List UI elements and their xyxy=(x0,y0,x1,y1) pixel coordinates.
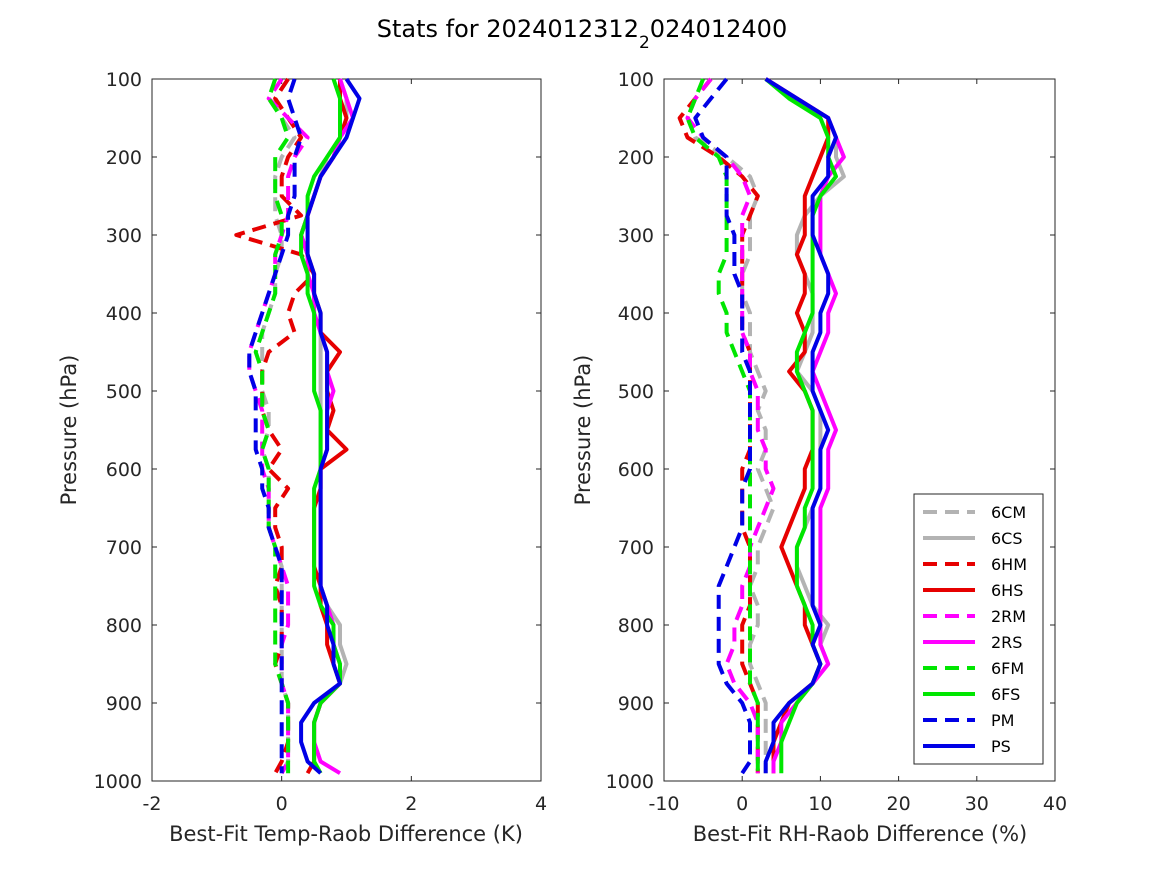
legend-label-6fm: 6FM xyxy=(991,659,1024,678)
temp-y-tick-label: 700 xyxy=(106,537,142,559)
rh-x-axis-label: Best-Fit RH-Raob Difference (%) xyxy=(693,822,1027,846)
legend: 6CM 6CS 6HM 6HS 2RM 2RS 6FM 6FS PM PS xyxy=(913,493,1044,765)
temp-ticks: -2 0 2 4 100 200 300 400 500 600 700 800 900 1000 xyxy=(94,69,547,815)
rh-y-tick-label: 100 xyxy=(618,69,654,91)
rh-series-layer xyxy=(677,77,846,775)
rh-y-tick-label: 200 xyxy=(618,147,654,169)
temp-series-2rm xyxy=(247,77,310,775)
rh-plot-area xyxy=(663,78,1056,782)
temp-x-tick-label: 0 xyxy=(276,793,288,815)
rh-ticks: -10 0 10 20 30 40 100 200 300 400 500 600 700 800 900 1… xyxy=(606,69,1067,815)
rh-y-tick-label: 500 xyxy=(618,381,654,403)
temp-x-axis-label: Best-Fit Temp-Raob Difference (K) xyxy=(169,822,523,846)
rh-x-tick-label: 0 xyxy=(736,793,748,815)
temp-y-tick-label: 100 xyxy=(106,69,142,91)
temp-plot-area xyxy=(151,78,542,782)
temp-series-layer xyxy=(234,77,362,775)
temp-x-tick-label: 4 xyxy=(535,793,547,815)
temp-x-tick-label: 2 xyxy=(405,793,417,815)
rh-x-tick-label: -10 xyxy=(648,793,679,815)
temp-series-pm xyxy=(247,78,304,774)
legend-label-6fs: 6FS xyxy=(991,685,1020,704)
rh-y-tick-label: 600 xyxy=(618,459,654,481)
temp-difference-chart: -2 0 2 4 100 200 300 400 500 600 700 800 900 1000 Bes… xyxy=(57,69,547,846)
rh-y-tick-label: 300 xyxy=(618,225,654,247)
temp-y-axis-label: Pressure (hPa) xyxy=(57,355,81,506)
temp-y-tick-label: 1000 xyxy=(94,771,142,793)
legend-label-6hm: 6HM xyxy=(991,555,1027,574)
rh-y-tick-label: 900 xyxy=(618,693,654,715)
rh-y-tick-label: 1000 xyxy=(606,771,654,793)
rh-x-tick-label: 10 xyxy=(808,793,832,815)
rh-difference-chart: -10 0 10 20 30 40 100 200 300 400 500 600 700 800 900 1… xyxy=(571,69,1067,846)
legend-label-pm: PM xyxy=(991,711,1014,730)
legend-label-6hs: 6HS xyxy=(991,581,1023,600)
legend-box xyxy=(913,493,1044,765)
legend-label-6cs: 6CS xyxy=(991,529,1023,548)
legend-label-2rs: 2RS xyxy=(991,633,1022,652)
rh-series-ps xyxy=(763,77,838,774)
temp-y-tick-label: 600 xyxy=(106,459,142,481)
rh-x-tick-label: 30 xyxy=(965,793,989,815)
temp-y-tick-label: 900 xyxy=(106,693,142,715)
figure-title: Stats for 20240123122024012400 xyxy=(377,15,787,53)
temp-y-tick-label: 500 xyxy=(106,381,142,403)
temp-y-tick-label: 400 xyxy=(106,303,142,325)
rh-series-pm xyxy=(693,77,752,775)
rh-series-2rm xyxy=(685,77,776,774)
temp-series-6fs xyxy=(299,78,342,775)
rh-y-tick-label: 400 xyxy=(618,303,654,325)
legend-label-2rm: 2RM xyxy=(991,607,1026,626)
temp-x-tick-label: -2 xyxy=(143,793,162,815)
legend-label-6cm: 6CM xyxy=(991,503,1026,522)
temp-y-tick-label: 200 xyxy=(106,147,142,169)
rh-x-tick-label: 40 xyxy=(1043,793,1067,815)
rh-x-tick-label: 20 xyxy=(887,793,911,815)
temp-y-tick-label: 800 xyxy=(106,615,142,637)
temp-y-tick-label: 300 xyxy=(106,225,142,247)
legend-label-ps: PS xyxy=(991,737,1011,756)
temp-series-6fm xyxy=(253,78,291,774)
rh-y-tick-label: 700 xyxy=(618,537,654,559)
temp-series-ps xyxy=(299,77,362,775)
rh-y-tick-label: 800 xyxy=(618,615,654,637)
rh-y-axis-label: Pressure (hPa) xyxy=(571,355,595,506)
